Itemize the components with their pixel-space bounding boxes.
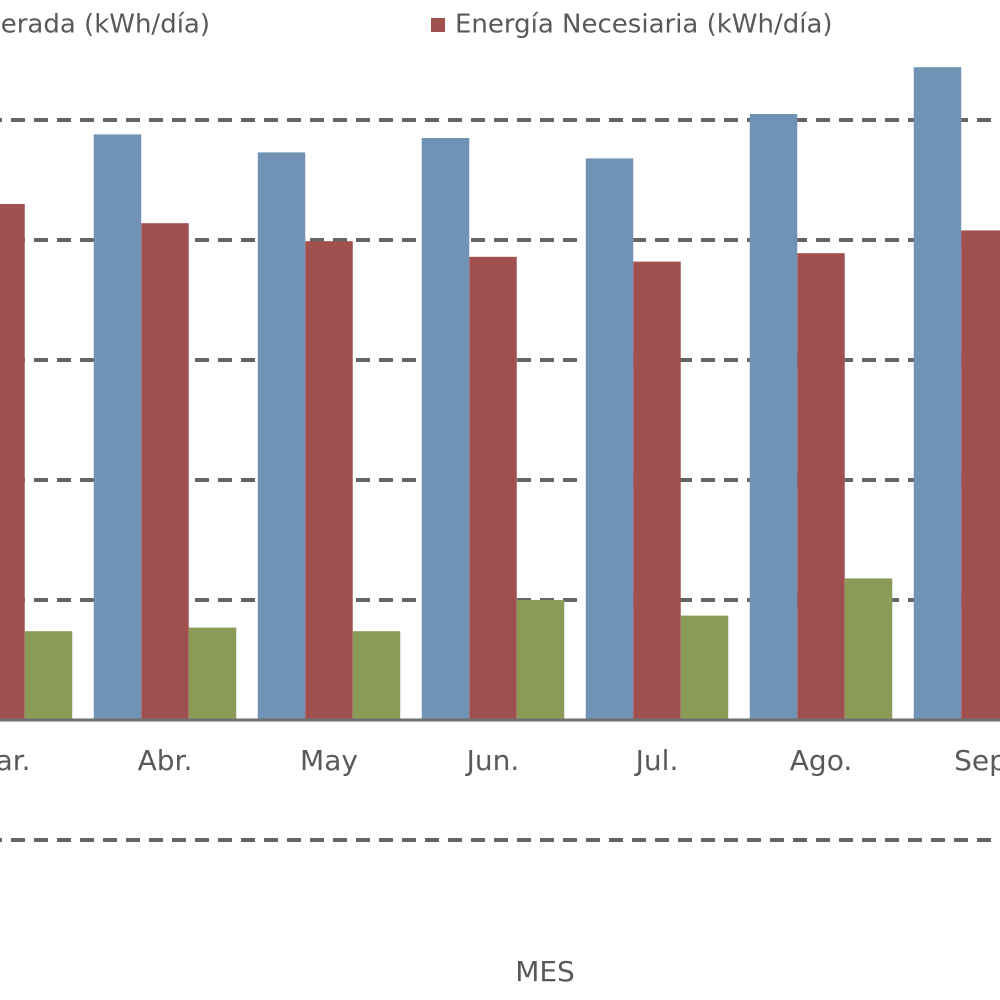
- bar: [749, 114, 798, 720]
- x-tick-label: May: [300, 744, 358, 777]
- bar: [305, 241, 353, 720]
- bar: [680, 615, 729, 720]
- x-tick-label: Ago.: [790, 744, 852, 777]
- bar: [93, 134, 142, 720]
- bar: [352, 631, 401, 720]
- legend-label: Energía Necesiaria (kWh/día): [455, 10, 833, 40]
- legend-label: Energía Generada (kWh/día): [0, 10, 210, 40]
- bar: [188, 627, 237, 720]
- x-tick-label: Jun.: [465, 744, 520, 777]
- bar: [469, 256, 517, 720]
- bar: [421, 138, 470, 720]
- bar: [913, 67, 962, 720]
- bar: [257, 152, 306, 720]
- x-axis-label: MES: [515, 955, 575, 988]
- bar: [844, 578, 893, 720]
- x-tick-label: Jul.: [634, 744, 679, 777]
- bar: [141, 223, 189, 720]
- bar: [585, 158, 634, 720]
- x-tick-label: Abr.: [138, 744, 193, 777]
- bar: [516, 600, 565, 720]
- bar: [797, 253, 845, 720]
- bar: [24, 631, 73, 720]
- legend-marker: [431, 18, 445, 32]
- bar: [0, 204, 25, 720]
- bar: [961, 230, 1000, 720]
- x-tick-label: Sep.: [954, 744, 1000, 777]
- x-tick-label: Mar.: [0, 744, 31, 777]
- bar: [633, 261, 681, 720]
